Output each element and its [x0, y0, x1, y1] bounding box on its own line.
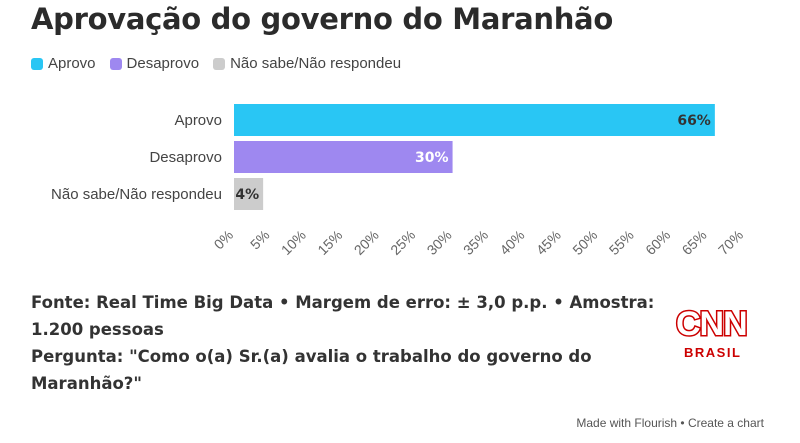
x-tick-label: 10% [278, 227, 309, 258]
footer-notes: Fonte: Real Time Big Data • Margem de er… [31, 289, 671, 397]
footer-source-line: Fonte: Real Time Big Data • Margem de er… [31, 293, 655, 312]
x-tick-label: 60% [642, 227, 673, 258]
legend-label-nao-sabe: Não sabe/Não respondeu [230, 55, 402, 72]
chart-title: Aprovação do governo do Maranhão [31, 2, 613, 36]
footer-question-line-2: Maranhão?" [31, 374, 142, 393]
x-tick-label: 25% [387, 227, 418, 258]
x-tick-label: 40% [496, 227, 527, 258]
bar-aprovo [234, 104, 715, 136]
flourish-credit-link[interactable]: Made with Flourish • Create a chart [576, 416, 764, 430]
x-tick-label: 65% [679, 227, 710, 258]
legend-swatch-aprovo [31, 57, 43, 70]
legend-item-nao-sabe[interactable]: Não sabe/Não respondeu [213, 55, 401, 72]
legend-item-aprovo[interactable]: Aprovo [31, 55, 96, 72]
category-label-desaprovo: Desaprovo [149, 149, 222, 166]
legend: Aprovo Desaprovo Não sabe/Não respondeu [31, 55, 401, 72]
cnn-brasil-logo: CNN BRASIL [672, 304, 752, 365]
x-tick-label: 45% [533, 227, 564, 258]
category-label-nao-sabe-nao-respondeu: Não sabe/Não respondeu [51, 186, 222, 203]
x-tick-label: 20% [351, 227, 382, 258]
data-label-desaprovo: 30% [415, 150, 449, 166]
x-tick-label: 70% [715, 227, 746, 258]
legend-item-desaprovo[interactable]: Desaprovo [109, 55, 200, 72]
footer-sample-line: 1.200 pessoas [31, 320, 164, 339]
category-label-aprovo: Aprovo [174, 112, 222, 129]
logo-brasil-text: BRASIL [684, 345, 742, 360]
legend-label-desaprovo: Desaprovo [126, 55, 200, 72]
x-tick-label: 35% [460, 227, 491, 258]
legend-label-aprovo: Aprovo [48, 55, 96, 72]
data-label-aprovo: 66% [677, 113, 711, 129]
bar-nao-sabe-nao-respondeu [234, 178, 264, 210]
logo-cnn-text: CNN [675, 304, 750, 345]
x-tick-label: 0% [210, 227, 236, 253]
legend-swatch-desaprovo [109, 57, 122, 70]
x-tick-label: 50% [569, 227, 600, 258]
footer-question-line: Pergunta: "Como o(a) Sr.(a) avalia o tra… [31, 347, 592, 366]
x-tick-label: 30% [424, 227, 455, 258]
bar-desaprovo [234, 141, 453, 173]
data-label-nao-sabe-nao-respondeu: 4% [235, 187, 259, 203]
bar-chart: Aprovo 66% Desaprovo 30% Não sabe/Não respon… [51, 104, 746, 258]
x-tick-label: 55% [606, 227, 637, 258]
x-tick-label: 15% [314, 227, 345, 258]
x-tick-label: 5% [247, 227, 273, 253]
legend-swatch-nao-sabe [213, 57, 226, 70]
